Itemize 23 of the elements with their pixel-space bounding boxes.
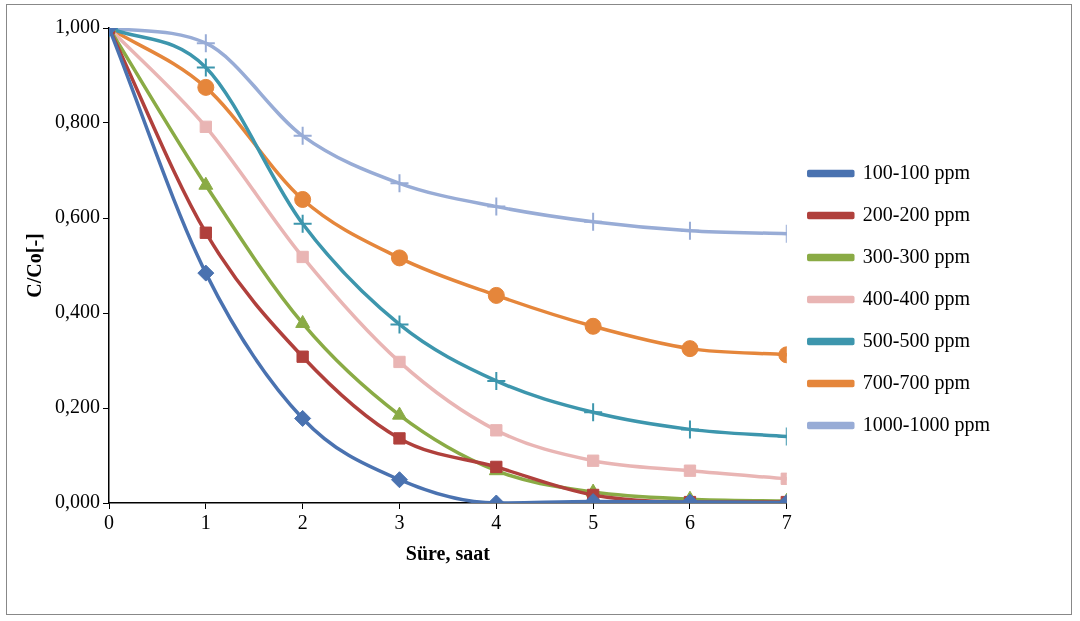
x-tick-label: 6 <box>684 511 695 534</box>
legend-label: 300-300 ppm <box>862 244 971 268</box>
y-tick-label: 0,200 <box>55 395 100 418</box>
y-tick-label: 0,600 <box>55 205 100 228</box>
x-tick-label: 1 <box>200 511 211 534</box>
legend-label: 700-700 ppm <box>862 370 971 394</box>
y-tick-label: 0,000 <box>55 490 100 513</box>
y-axis-title: C/Co[-] <box>23 233 46 298</box>
legend-label: 200-200 ppm <box>862 202 971 226</box>
x-tick-label: 3 <box>394 511 405 534</box>
x-tick-label: 2 <box>297 511 308 534</box>
x-tick-label: 4 <box>491 511 502 534</box>
x-tick-label: 7 <box>781 511 792 534</box>
x-tick-label: 5 <box>588 511 599 534</box>
y-tick-label: 0,800 <box>55 110 100 133</box>
y-tick-label: 1,000 <box>55 15 100 38</box>
y-tick-label: 0,400 <box>55 300 100 323</box>
legend-label: 100-100 ppm <box>862 160 971 184</box>
legend-label: 400-400 ppm <box>862 286 971 310</box>
legend-label: 1000-1000 ppm <box>862 412 991 436</box>
x-axis-title: Süre, saat <box>405 542 491 565</box>
x-tick-label: 0 <box>104 511 114 534</box>
legend-label: 500-500 ppm <box>862 328 971 352</box>
